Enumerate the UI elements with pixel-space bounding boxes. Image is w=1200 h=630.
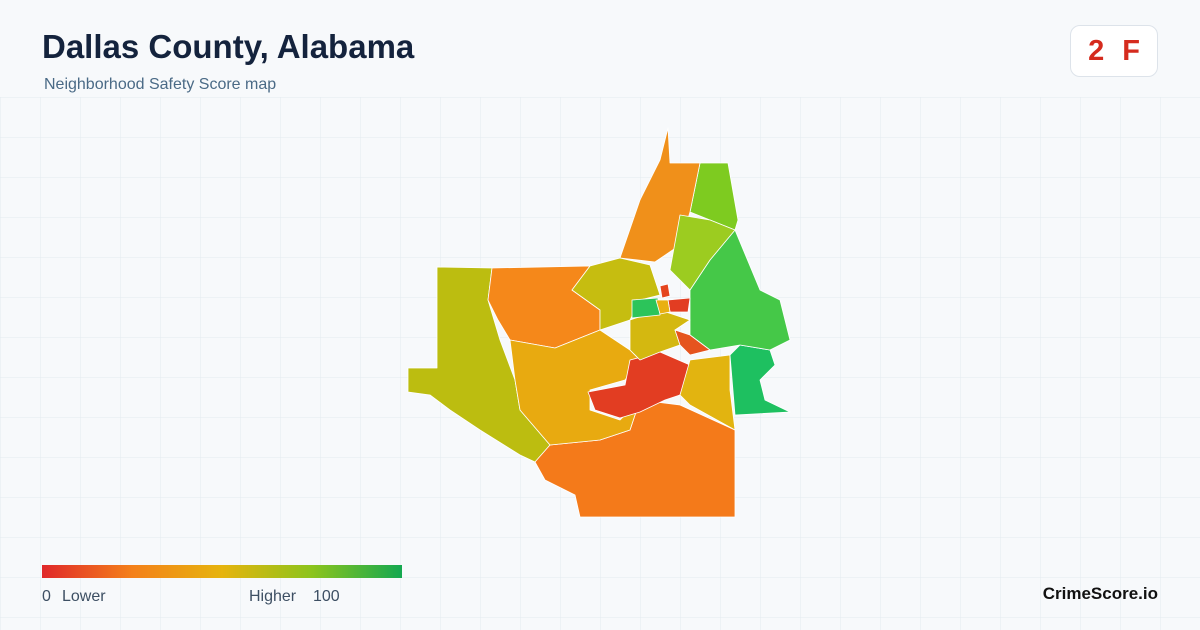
legend-max-label: Higher xyxy=(249,588,297,605)
subtitle: Neighborhood Safety Score map xyxy=(44,76,277,93)
regions xyxy=(407,127,791,518)
score-badge: 2 F xyxy=(1070,25,1158,77)
brand: CrimeScore.io xyxy=(1042,584,1158,603)
grade: F xyxy=(1122,34,1140,67)
legend-max: 100 xyxy=(313,588,340,605)
score: 2 xyxy=(1088,34,1105,67)
legend-gradient xyxy=(42,565,402,578)
legend-min: 0 xyxy=(42,588,51,605)
title: Dallas County, Alabama xyxy=(42,28,415,65)
legend-min-label: Lower xyxy=(62,588,106,605)
